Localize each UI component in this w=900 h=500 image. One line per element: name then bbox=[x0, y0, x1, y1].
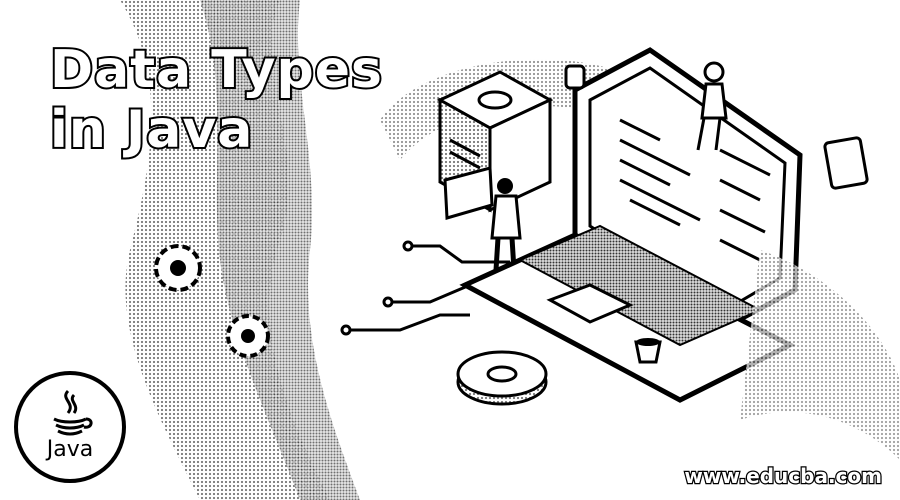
page-title: Data Types in Java bbox=[48, 38, 384, 162]
java-logo: Java bbox=[14, 371, 126, 483]
bracket-icon bbox=[564, 64, 586, 90]
cup-icon bbox=[634, 338, 662, 364]
website-link[interactable]: www.educba.com bbox=[683, 463, 883, 490]
background-wave-shadow bbox=[200, 0, 360, 500]
server-icon bbox=[436, 70, 554, 213]
java-logo-icon bbox=[53, 389, 93, 436]
router-icon bbox=[456, 350, 548, 406]
title-line-1: Data Types bbox=[48, 38, 384, 102]
gear-icon bbox=[226, 314, 270, 358]
document-card bbox=[443, 166, 494, 220]
background-texture bbox=[740, 250, 900, 460]
title-line-2: in Java bbox=[48, 98, 254, 162]
code-icon bbox=[823, 136, 869, 190]
java-logo-text: Java bbox=[46, 437, 94, 462]
person-icon bbox=[696, 61, 728, 151]
gear-icon bbox=[154, 244, 202, 292]
